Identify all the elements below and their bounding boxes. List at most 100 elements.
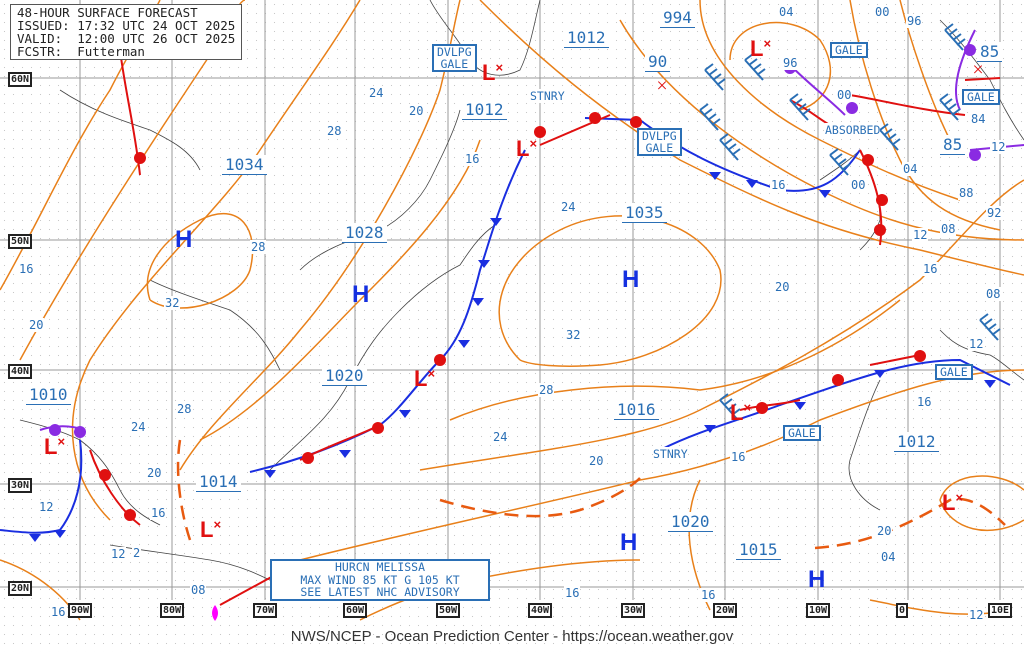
low-letter: L — [730, 400, 744, 425]
hurricane-name: HURCN MELISSA — [334, 560, 425, 574]
stnry-label: STNRY — [653, 447, 688, 461]
wind-barb-icon — [879, 123, 901, 151]
occluded-front-symbol — [49, 424, 61, 436]
isobar-value-label: 12 — [990, 140, 1007, 154]
dvlpg-gale-box: DVLPG GALE — [637, 128, 682, 156]
header-issued: ISSUED: 17:32 UTC 24 OCT 2025 — [17, 18, 236, 33]
gale-box: GALE — [935, 364, 973, 380]
occluded-front-symbol — [74, 426, 86, 438]
isobar-value-label: 04 — [902, 162, 919, 176]
central-pressure-label: 1020 — [322, 366, 367, 386]
warm-front-semicircle — [874, 224, 886, 236]
warm-front-semicircle — [630, 116, 642, 128]
isobar-value-label: 24 — [368, 86, 385, 100]
hurricane-advisory-box: HURCN MELISSA MAX WIND 85 KT G 105 KT SE… — [270, 559, 490, 601]
isobar-value-label: 24 — [130, 420, 147, 434]
wind-barb-icon — [944, 23, 966, 51]
cold-front-triangle — [746, 180, 758, 188]
isobar-value-label: 88 — [958, 186, 975, 200]
central-pressure-label: 1012 — [564, 28, 609, 48]
central-pressure-label: 1028 — [342, 223, 387, 243]
warm-front-semicircle — [372, 422, 384, 434]
central-pressure-label: 1010 — [26, 385, 71, 405]
low-center-x-icon: × — [495, 60, 504, 75]
wind-barb-icon — [939, 93, 961, 121]
low-letter: L — [414, 366, 428, 391]
cold-front-triangle — [458, 340, 470, 348]
longitude-label: 20W — [713, 603, 738, 618]
isobar-value-label: 04 — [880, 550, 897, 564]
cold-front-triangle — [709, 172, 721, 180]
footer-credit: NWS/NCEP - Ocean Prediction Center - htt… — [290, 628, 734, 645]
central-pressure-label: 1015 — [736, 540, 781, 560]
forecast-header: 48-HOUR SURFACE FORECAST ISSUED: 17:32 U… — [10, 4, 243, 60]
stnry-label: STNRY — [530, 89, 565, 103]
warm-front-semicircle — [589, 112, 601, 124]
central-pressure-label: 1012 — [462, 100, 507, 120]
high-pressure-center: H — [808, 566, 826, 593]
isobar-value-label: 96 — [782, 56, 799, 70]
warm-front-semicircle — [756, 402, 768, 414]
longitude-label: 0 — [896, 603, 909, 618]
longitude-label: 30W — [621, 603, 646, 618]
wind-barb-icon — [744, 53, 766, 81]
longitude-label: 80W — [160, 603, 185, 618]
front-symbols: ×× — [29, 23, 1001, 542]
cold-front-triangle — [794, 402, 806, 410]
isobar-value-label: 16 — [730, 450, 747, 464]
high-pressure-center: H — [620, 529, 638, 556]
isobar-value-label: 08 — [985, 287, 1002, 301]
central-pressure-label: 1034 — [222, 155, 267, 175]
cold-front-triangle — [472, 298, 484, 306]
low-pressure-center: L× — [750, 36, 771, 62]
warm-front-semicircle — [914, 350, 926, 362]
low-letter: L — [516, 136, 530, 161]
low-pressure-center: L× — [730, 400, 751, 426]
latitude-label: 50N — [8, 234, 33, 249]
wind-barb-icon — [699, 103, 721, 131]
isobar-value-label: 20 — [774, 280, 791, 294]
wind-barb-icon — [719, 133, 741, 161]
isobar-value-label: 12 — [968, 608, 985, 622]
isobar-value-label: 12 — [968, 337, 985, 351]
central-pressure-label: 1020 — [668, 512, 713, 532]
warm-front-semicircle — [832, 374, 844, 386]
gale-box: GALE — [962, 89, 1000, 105]
central-pressure-label: 85 — [977, 42, 1003, 62]
header-forecaster: FCSTR: Futterman — [17, 44, 145, 59]
isobar-value-label: 28 — [326, 124, 343, 138]
high-pressure-center: H — [622, 266, 640, 293]
hurricane-advisory: SEE LATEST NHC ADVISORY — [300, 585, 460, 599]
isobar-value-label: 16 — [464, 152, 481, 166]
wind-barb-icon — [979, 313, 1001, 341]
warm-front-semicircle — [124, 509, 136, 521]
gale-box: GALE — [830, 42, 868, 58]
isobar-value-label: 00 — [850, 178, 867, 192]
latitude-label: 60N — [8, 72, 33, 87]
warm-front-semicircle — [876, 194, 888, 206]
low-center-x-icon: × — [763, 36, 772, 51]
isobar-value-label: 16 — [18, 262, 35, 276]
warm-front-semicircle — [862, 154, 874, 166]
low-pressure-center: L× — [482, 60, 503, 86]
warm-front-semicircle — [134, 152, 146, 164]
low-letter: L — [750, 36, 764, 61]
isobar-value-label: 24 — [492, 430, 509, 444]
low-pressure-center: L× — [942, 490, 963, 516]
isobar-value-label: 16 — [50, 605, 67, 619]
low-center-x-icon: × — [955, 490, 964, 505]
isobar-value-label: 16 — [922, 262, 939, 276]
cold-front-triangle — [478, 260, 490, 268]
isobar-value-label: 00 — [874, 5, 891, 19]
isobar-value-label: 16 — [700, 588, 717, 602]
isobar-value-label: 20 — [28, 318, 45, 332]
low-letter: L — [200, 517, 214, 542]
longitude-label: 40W — [528, 603, 553, 618]
future-position-x-icon: × — [972, 59, 983, 81]
cold-front-triangle — [819, 190, 831, 198]
isobar-value-label: 20 — [876, 524, 893, 538]
isobar-value-label: 32 — [164, 296, 181, 310]
low-pressure-center: L× — [516, 136, 537, 162]
